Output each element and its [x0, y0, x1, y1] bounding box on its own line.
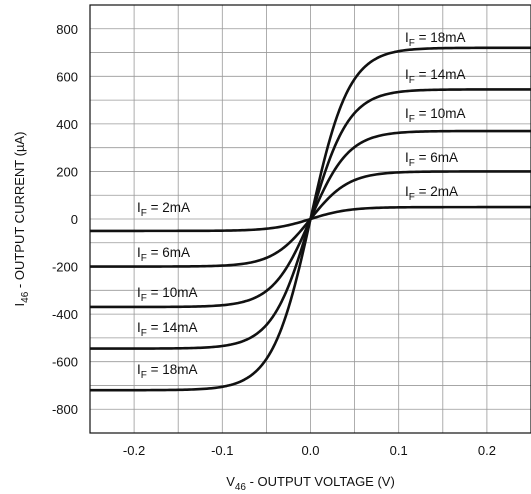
y-tick-label: 800	[56, 22, 78, 37]
curve-label-right: IF = 6mA	[405, 150, 458, 169]
y-tick-label: -800	[52, 402, 78, 417]
y-tick-label: 200	[56, 164, 78, 179]
curve-label-left: IF = 14mA	[137, 320, 198, 339]
y-tick-label: -400	[52, 307, 78, 322]
curve-label-left: IF = 18mA	[137, 362, 198, 381]
curve-label-right: IF = 18mA	[405, 30, 466, 49]
x-tick-label: -0.1	[211, 443, 233, 458]
curve-label-left: IF = 6mA	[137, 245, 190, 264]
x-tick-label: 0.1	[390, 443, 408, 458]
plot-frame	[89, 4, 531, 434]
y-tick-label: -600	[52, 355, 78, 370]
series-line	[90, 46, 531, 392]
x-tick-label: 0.0	[301, 443, 319, 458]
curve-label-left: IF = 10mA	[137, 285, 198, 304]
y-tick-label: 400	[56, 117, 78, 132]
x-tick-label: -0.2	[123, 443, 145, 458]
y-tick-label: 600	[56, 69, 78, 84]
curve-label-left: IF = 2mA	[137, 200, 190, 219]
y-tick-label: -200	[52, 260, 78, 275]
curve-label-right: IF = 10mA	[405, 106, 466, 125]
x-tick-label: 0.2	[478, 443, 496, 458]
curve-label-right: IF = 14mA	[405, 67, 466, 86]
curve-label-right: IF = 2mA	[405, 184, 458, 203]
x-axis-label: V46 - OUTPUT VOLTAGE (V)	[226, 474, 395, 493]
y-tick-label: 0	[71, 212, 78, 227]
y-axis-label: I46 - OUTPUT CURRENT (µA)	[12, 132, 31, 307]
